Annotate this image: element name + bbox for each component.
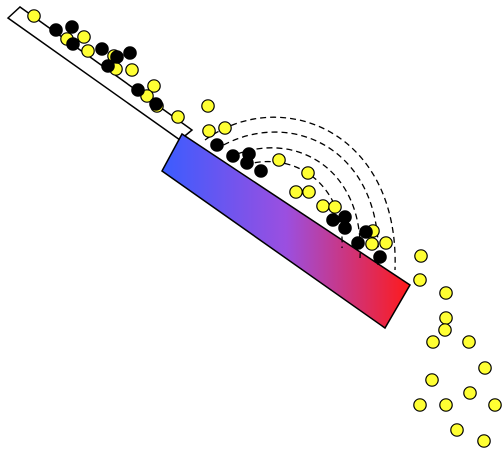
nonmetal-particle xyxy=(328,200,342,214)
field-line-1 xyxy=(204,116,396,271)
nonmetal-particle xyxy=(147,79,161,93)
metal-particle xyxy=(110,50,124,64)
nonmetal-particle xyxy=(425,373,439,387)
nonmetal-particle xyxy=(478,361,492,375)
metal-particle xyxy=(373,250,387,264)
nonmetal-particle xyxy=(289,185,303,199)
nonmetal-particle xyxy=(379,236,393,250)
metal-particle xyxy=(351,236,365,250)
nonmetal-particle xyxy=(301,166,315,180)
nonmetal-particle xyxy=(302,185,316,199)
metal-particle xyxy=(359,225,373,239)
nonmetal-particle xyxy=(202,124,216,138)
nonmetal-particle xyxy=(272,153,286,167)
metal-particle xyxy=(131,83,145,97)
nonmetal-particle xyxy=(462,335,476,349)
field-line-2 xyxy=(214,131,379,266)
metal-particle xyxy=(49,23,63,37)
nonmetal-particle xyxy=(439,311,453,325)
nonmetal-particle xyxy=(201,99,215,113)
particles-group xyxy=(27,9,502,448)
nonmetal-particle xyxy=(488,398,502,412)
metal-particle xyxy=(338,221,352,235)
nonmetal-particle xyxy=(450,423,464,437)
metal-particle xyxy=(242,147,256,161)
nonmetal-particle xyxy=(125,63,139,77)
metal-particle xyxy=(65,20,79,34)
metal-particle xyxy=(101,59,115,73)
nonmetal-particle xyxy=(77,30,91,44)
nonmetal-particle xyxy=(171,110,185,124)
nonmetal-particle xyxy=(463,386,477,400)
nonmetal-particle xyxy=(439,286,453,300)
magnet-bar xyxy=(161,132,412,330)
nonmetal-particle xyxy=(413,398,427,412)
nonmetal-particle xyxy=(316,199,330,213)
metal-particle xyxy=(95,42,109,56)
metal-particle xyxy=(149,97,163,111)
nonmetal-particle xyxy=(81,44,95,58)
metal-particle xyxy=(326,213,340,227)
nonmetal-particle xyxy=(414,249,428,263)
metal-particle xyxy=(254,164,268,178)
metal-particle xyxy=(123,46,137,60)
metal-particle xyxy=(66,37,80,51)
nonmetal-particle xyxy=(413,273,427,287)
nonmetal-particle xyxy=(439,398,453,412)
nonmetal-particle xyxy=(365,237,379,251)
metal-particle xyxy=(210,138,224,152)
nonmetal-particle xyxy=(438,323,452,337)
inclined-chute xyxy=(6,6,194,141)
nonmetal-particle xyxy=(477,434,491,448)
nonmetal-particle xyxy=(426,335,440,349)
nonmetal-particle xyxy=(218,121,232,135)
metal-particle xyxy=(226,149,240,163)
nonmetal-particle xyxy=(27,9,41,23)
